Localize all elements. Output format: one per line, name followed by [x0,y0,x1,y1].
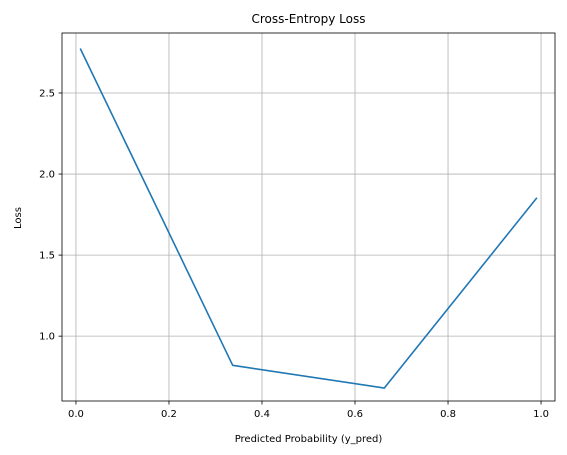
series-layer [79,48,538,389]
grid [62,33,555,401]
x-tick-label: 1.0 [533,409,549,420]
x-tick-label: 0.6 [347,409,363,420]
chart-title: Cross-Entropy Loss [252,12,366,26]
x-axis-label: Predicted Probability (y_pred) [235,434,383,445]
y-tick-label: 1.0 [39,332,55,343]
x-axis-ticks: 0.0 0.2 0.4 0.6 0.8 1.0 [68,401,549,420]
y-axis-label: Loss [13,207,24,229]
x-tick-label: 0.0 [68,409,84,420]
y-tick-label: 1.5 [39,251,55,262]
y-tick-label: 2.0 [39,170,55,181]
plot-frame [61,32,556,402]
x-tick-label: 0.2 [161,409,177,420]
loss-series-line [79,48,538,389]
y-tick-label: 2.5 [39,88,55,99]
x-tick-label: 0.4 [254,409,270,420]
y-axis-ticks: 1.0 1.5 2.0 2.5 [39,88,62,343]
x-tick-label: 0.8 [440,409,456,420]
